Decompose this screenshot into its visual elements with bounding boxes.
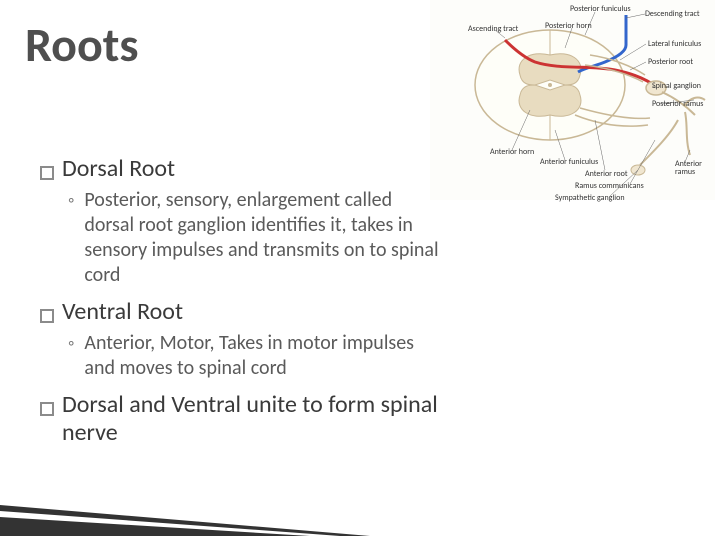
slide-title: Roots [25, 15, 139, 74]
diagram-label: Posterior horn [545, 22, 592, 30]
sub-bullet-text: Posterior, sensory, enlargement called d… [84, 188, 445, 288]
diagram-label: Sympathetic ganglion [555, 194, 625, 202]
sub-bullet-marker-icon: ◦ [68, 189, 74, 211]
diagram-label: Lateral funiculus [648, 40, 701, 48]
content-body: Dorsal Root ◦ Posterior, sensory, enlarg… [40, 155, 445, 452]
spinal-cord-diagram: Posterior funiculus Descending tract Ascen… [430, 0, 715, 200]
diagram-label: Anterior horn [490, 148, 534, 156]
diagram-label: Anterior root [585, 170, 628, 178]
diagram-label: Ramus communicans [575, 182, 644, 190]
decorative-wedge [0, 495, 380, 540]
diagram-label: Posterior root [648, 58, 693, 66]
bullet-item: Dorsal and Ventral unite to form spinal … [40, 391, 445, 449]
bullet-main-text: Dorsal Root [62, 155, 175, 184]
bullet-square-icon [40, 309, 54, 323]
bullet-square-icon [40, 166, 54, 180]
bullet-main-text: Ventral Root [62, 298, 183, 327]
diagram-label: Ascending tract [468, 25, 518, 33]
bullet-main-text: Dorsal and Ventral unite to form spinal … [62, 391, 445, 449]
diagram-label: Descending tract [645, 10, 700, 18]
diagram-label: Spinal ganglion [652, 82, 701, 90]
bullet-item: Ventral Root [40, 298, 445, 327]
diagram-label: Posterior funiculus [570, 5, 631, 13]
sub-bullet-item: ◦ Posterior, sensory, enlargement called… [68, 188, 445, 288]
bullet-square-icon [40, 402, 54, 416]
diagram-label: Anterior funiculus [540, 158, 598, 166]
sub-bullet-text: Anterior, Motor, Takes in motor impulses… [84, 331, 445, 381]
sub-bullet-item: ◦ Anterior, Motor, Takes in motor impuls… [68, 331, 445, 381]
bullet-item: Dorsal Root [40, 155, 445, 184]
diagram-label: Anterior ramus [675, 160, 715, 176]
sub-bullet-marker-icon: ◦ [68, 332, 74, 354]
diagram-label: Posterior ramus [652, 100, 703, 108]
